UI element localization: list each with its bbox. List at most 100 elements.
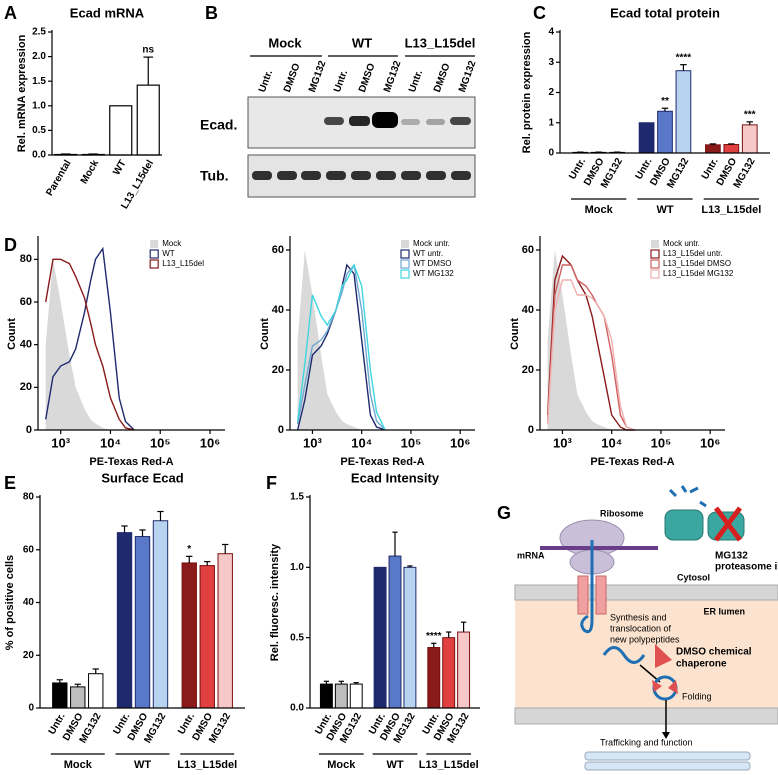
legend-swatch — [149, 249, 159, 259]
chart-title: Ecad Intensity — [351, 470, 440, 485]
panel-letter: G — [497, 503, 511, 523]
legend-label: Mock — [162, 239, 182, 248]
vesicle — [584, 751, 751, 761]
panel-letter: F — [266, 473, 277, 493]
translocon — [595, 575, 607, 615]
x-axis-label: PE-Texas Red-A — [340, 456, 424, 468]
legend-label: Mock untr. — [413, 239, 450, 248]
group-label: WT — [656, 204, 673, 216]
y-tick-label: 0.5 — [290, 632, 304, 643]
group-label: Mock — [268, 35, 302, 50]
row-label: Ecad. — [200, 117, 237, 133]
group-label: WT — [134, 759, 151, 771]
legend-label: WT MG132 — [413, 269, 454, 278]
label: Cytosol — [677, 572, 710, 582]
polypeptide — [580, 540, 594, 634]
label: chaperone — [676, 659, 727, 670]
bar — [442, 637, 456, 709]
chart-title: Ecad total protein — [610, 5, 720, 20]
group-label: L13_L15del — [701, 204, 761, 216]
band — [376, 171, 396, 180]
panel-letter: E — [4, 473, 16, 493]
bar — [116, 532, 133, 709]
label: Trafficking and function — [600, 737, 693, 747]
x-tick-label: 10³ — [303, 435, 322, 450]
bar — [638, 122, 655, 154]
y-tick-label: 1.0 — [32, 100, 46, 111]
y-tick-label: 20 — [272, 364, 284, 376]
er-lumen — [515, 600, 778, 708]
y-axis-label: % of positive cells — [4, 555, 16, 650]
bar — [373, 566, 387, 709]
lane-label: DMSO — [282, 62, 303, 94]
legend-swatch — [651, 240, 659, 248]
label: Folding — [682, 691, 712, 701]
band — [349, 116, 370, 126]
y-tick-label: 60 — [522, 244, 534, 256]
y-tick-label: 40 — [522, 304, 534, 316]
histogram-area — [547, 250, 636, 430]
y-tick-label: 0 — [28, 703, 34, 714]
histogram-line — [45, 258, 135, 431]
x-tick-label: 10⁴ — [100, 435, 121, 450]
lane-label: Untr. — [332, 69, 350, 94]
x-tick-label: Parental — [44, 158, 73, 198]
group-label: L13_L15del — [405, 35, 476, 50]
western-blot: Mock WT L13_L15del Ecad. Tub. — [200, 35, 476, 198]
label: Ribosome — [600, 508, 644, 518]
legend-swatch — [650, 259, 660, 269]
x-tick-label: 10⁴ — [601, 435, 622, 450]
y-tick-label: 40 — [20, 339, 32, 351]
group-label: Mock — [64, 759, 93, 771]
vesicle — [584, 761, 751, 771]
band — [252, 171, 272, 180]
y-tick-label: 20 — [20, 381, 32, 393]
significance: * — [187, 544, 191, 555]
panel-letter: A — [4, 3, 17, 23]
legend-label: WT DMSO — [413, 259, 452, 268]
bar — [388, 555, 402, 709]
group-label: WT — [352, 35, 372, 50]
y-tick-label: 0.0 — [290, 703, 304, 714]
legend-swatch — [650, 269, 660, 279]
bar — [457, 631, 471, 709]
y-tick-label: 80 — [23, 492, 35, 503]
lane-label: DMSO — [432, 62, 453, 94]
y-tick-label: 2 — [548, 87, 554, 98]
legend-label: Mock untr. — [663, 239, 700, 248]
histogram-line — [45, 246, 135, 431]
y-axis-label: Rel. protein expression — [521, 31, 533, 153]
band — [426, 119, 445, 125]
y-tick-label: 0.5 — [32, 125, 46, 136]
band — [324, 117, 344, 125]
histogram-line — [296, 263, 386, 431]
group-label: WT — [386, 759, 403, 771]
label: new polypeptides — [610, 634, 680, 644]
membrane — [514, 584, 778, 601]
y-tick-label: 4 — [548, 27, 554, 38]
x-tick-label: 10⁶ — [450, 435, 470, 450]
panel-letter: D — [4, 235, 17, 255]
lane-label: Untr. — [257, 69, 275, 94]
panel-letter: B — [205, 3, 218, 23]
label: DMSO chemical — [676, 647, 752, 658]
bar — [427, 647, 441, 709]
y-tick-label: 80 — [20, 253, 32, 265]
band — [277, 171, 297, 180]
legend-swatch — [401, 240, 409, 248]
legend-label: L13_L15del MG132 — [663, 269, 734, 278]
band — [450, 117, 471, 125]
legend-swatch — [150, 240, 159, 248]
bar — [675, 70, 692, 154]
histogram-area — [297, 250, 386, 430]
significance: **** — [676, 52, 692, 63]
panel-letter: C — [533, 3, 546, 23]
significance: ns — [142, 45, 154, 56]
label: Synthesis and — [610, 612, 667, 622]
bar — [217, 553, 233, 709]
bar — [152, 520, 169, 709]
chart-title: Surface Ecad — [101, 470, 183, 485]
y-tick-label: 0.0 — [32, 150, 46, 161]
y-tick-label: 60 — [20, 296, 32, 308]
